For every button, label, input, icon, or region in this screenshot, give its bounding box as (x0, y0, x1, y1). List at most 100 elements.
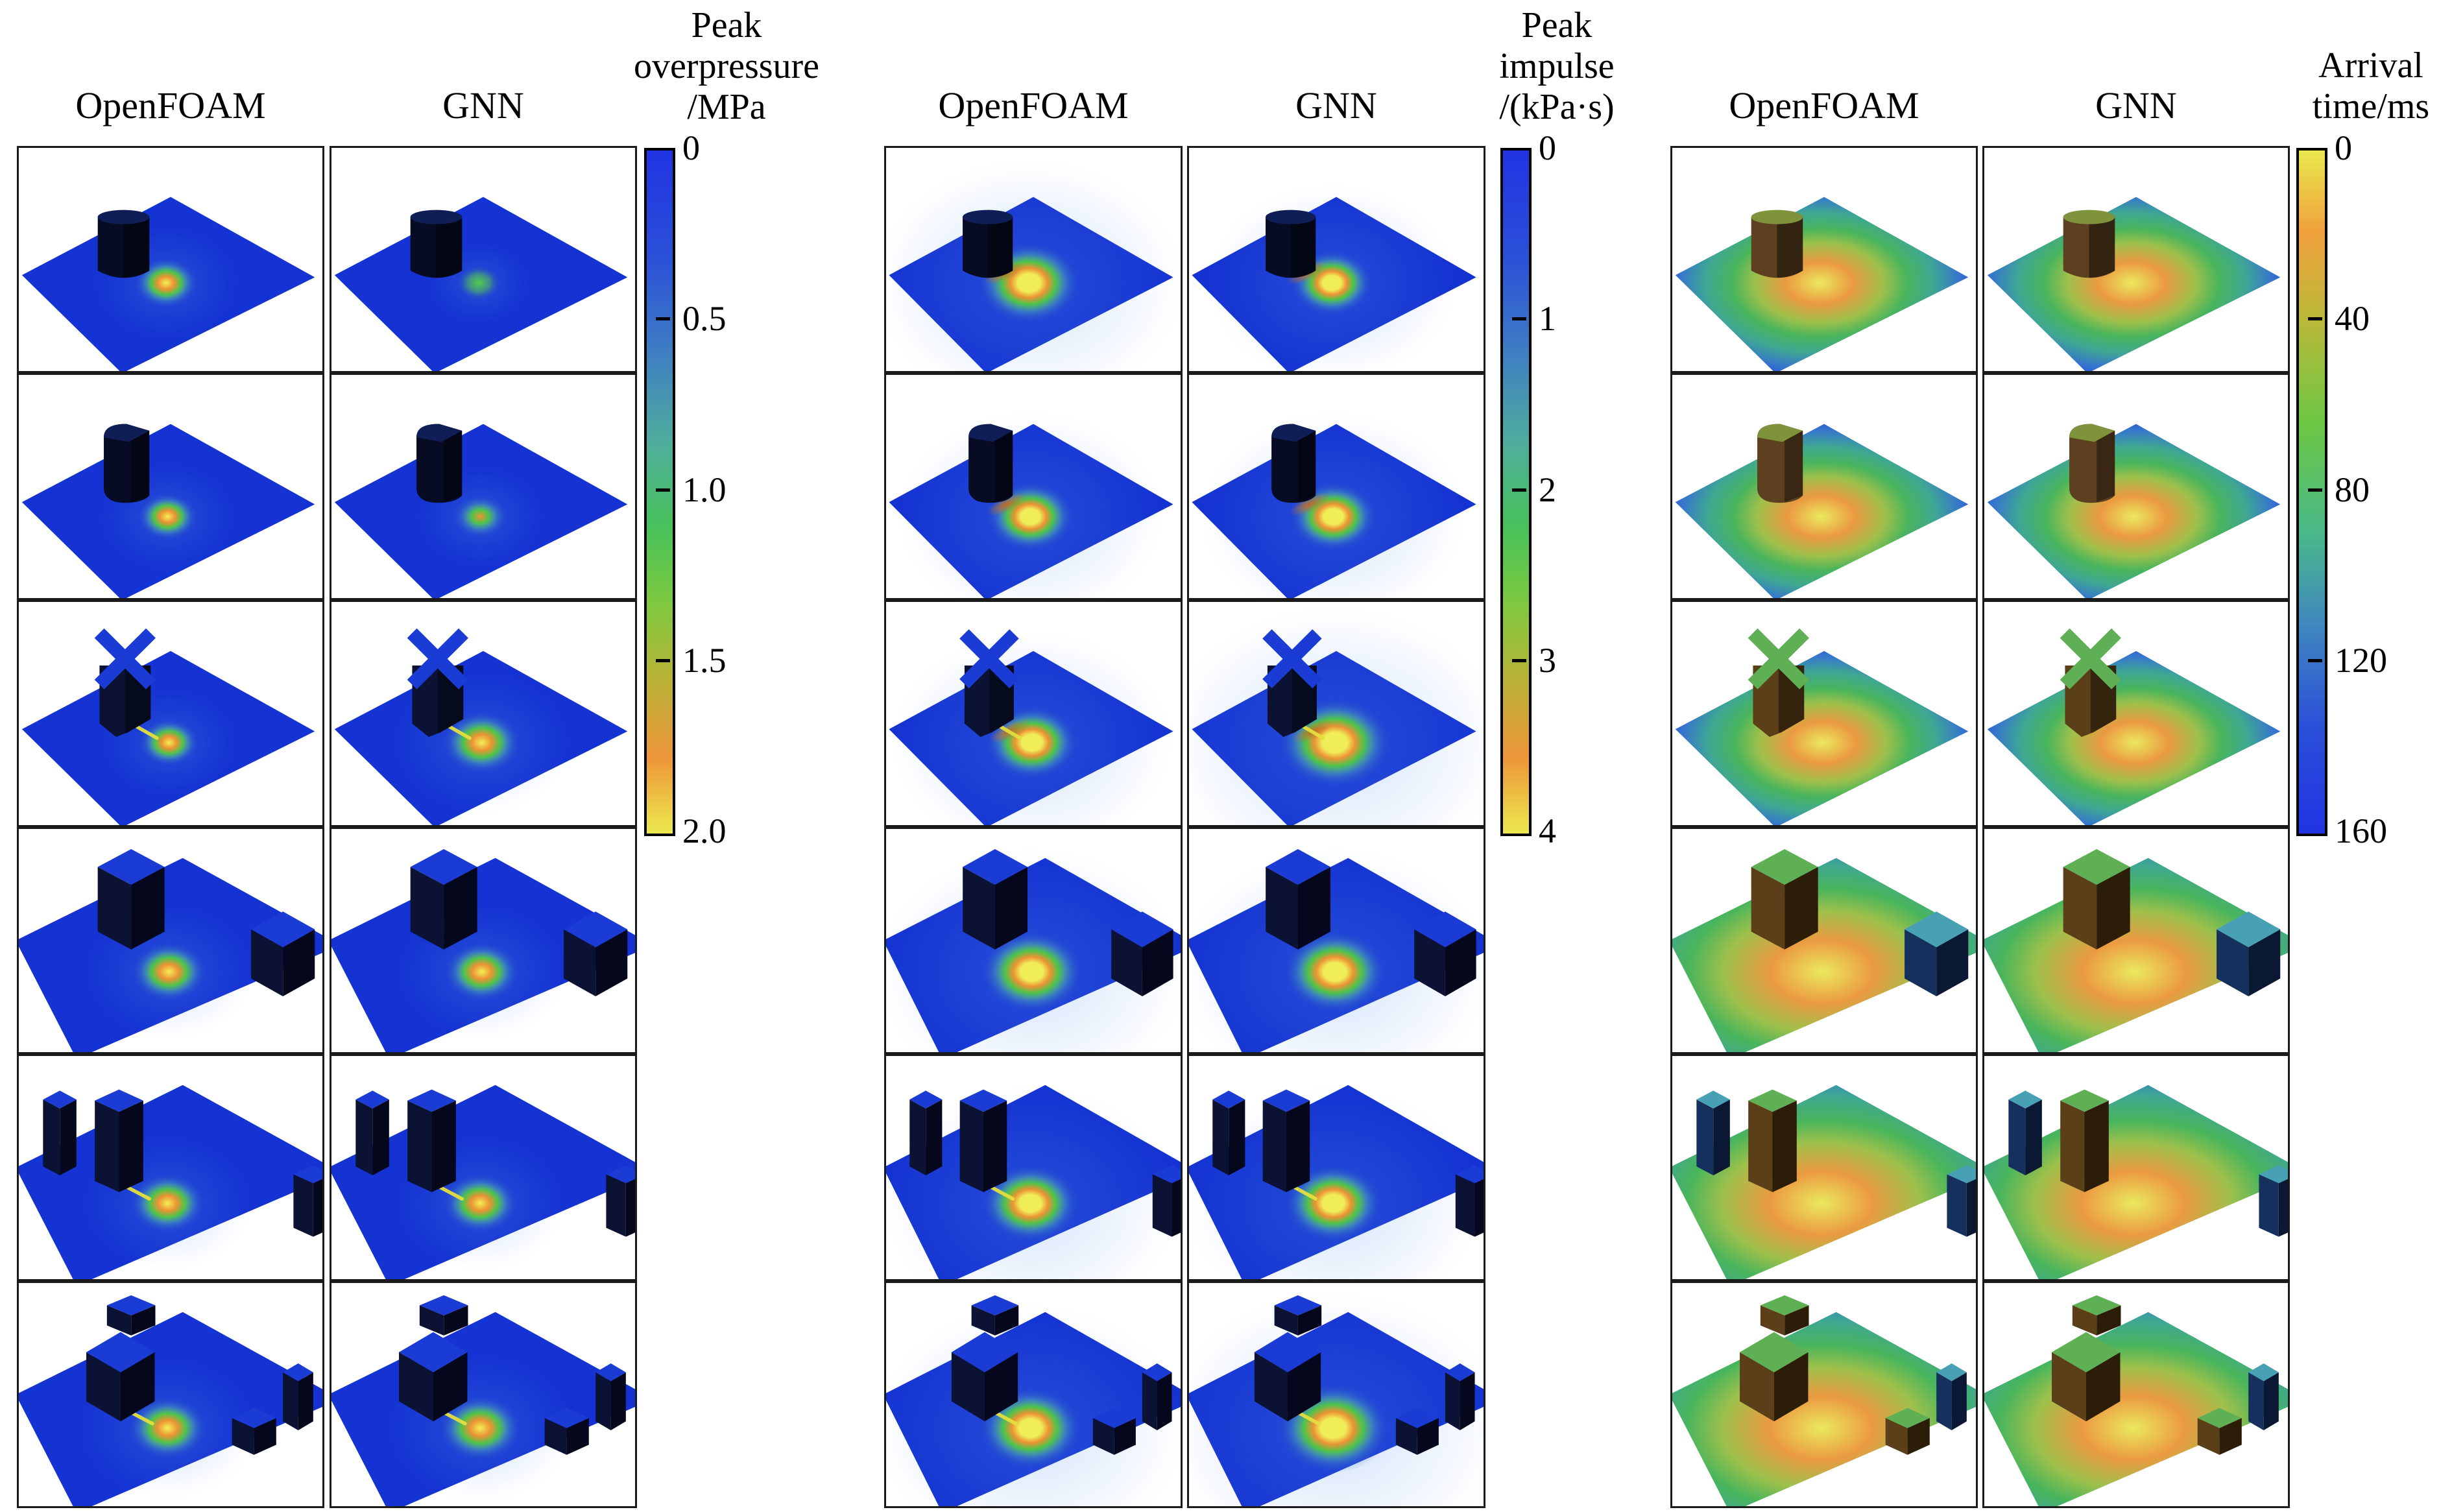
colorbar-tick-label: 0 (1539, 128, 1556, 167)
panel-impulse-openfoam-row4 (884, 827, 1183, 1054)
metric-label-impulse: Peak impulse /(kPa·s) (1447, 5, 1667, 128)
scene-cuboid-cluster (1984, 1295, 2288, 1506)
scene-two-cuboids (1984, 848, 2288, 1052)
panel-impulse-openfoam-row1 (884, 146, 1183, 373)
panel-impulse-gnn-row6 (1187, 1281, 1485, 1508)
panel-arrival-gnn-row6 (1982, 1281, 2290, 1508)
colorbar-overpressure (644, 148, 675, 836)
scene-three-pillars (1984, 1085, 2288, 1279)
colorbar-tickmark (656, 659, 670, 662)
colorbar-tickmark (1512, 488, 1526, 492)
colorbar-tickmark (656, 317, 670, 320)
scene-rounded-tower (21, 424, 315, 598)
scene-cross-building (889, 604, 1173, 825)
column-header-overpressure-openfoam: OpenFOAM (75, 84, 266, 126)
scene-rounded-tower (1987, 424, 2281, 598)
panel-impulse-gnn-row2 (1187, 373, 1485, 600)
colorbar-tick-label: 0.5 (682, 299, 727, 338)
colorbar-tick-label: 80 (2335, 470, 2370, 509)
scene-cuboid-cluster (1189, 1283, 1484, 1506)
scene-three-pillars (19, 1085, 322, 1279)
panel-arrival-gnn-row3 (1982, 600, 2290, 827)
scene-two-cuboids (886, 829, 1181, 1052)
colorbar-tick-label: 0 (682, 128, 700, 167)
scene-single-cylinder (21, 197, 315, 371)
panel-impulse-gnn-row5 (1187, 1054, 1485, 1281)
panel-arrival-openfoam-row6 (1670, 1281, 1978, 1508)
colorbar-tick-label: 0 (2335, 128, 2352, 167)
colorbar-tick-label: 160 (2335, 811, 2387, 850)
colorbar-tick-label: 4 (1539, 811, 1556, 850)
metric-label-line: Peak (691, 5, 762, 45)
panel-impulse-openfoam-row2 (884, 373, 1183, 600)
panel-overpressure-openfoam-row4 (17, 827, 324, 1054)
colorbar-arrival (2296, 148, 2327, 836)
colorbar-tick-label: 1.0 (682, 470, 727, 509)
metric-label-line: /MPa (687, 87, 766, 127)
panel-overpressure-gnn-row5 (330, 1054, 637, 1281)
scene-single-cylinder (1675, 197, 1969, 371)
panel-impulse-gnn-row3 (1187, 600, 1485, 827)
colorbar-tickmark (2308, 659, 2322, 662)
colorbar-tickmark (1512, 317, 1526, 320)
colorbar-tick-label: 40 (2335, 299, 2370, 338)
scene-cross-building (334, 628, 628, 825)
scene-two-cuboids (1189, 829, 1484, 1052)
metric-label-arrival: Arrival time/ms (2257, 45, 2452, 127)
panel-overpressure-gnn-row3 (330, 600, 637, 827)
scene-single-cylinder (334, 197, 628, 371)
colorbar-tickmark (2308, 317, 2322, 320)
colorbar-tick-label: 3 (1539, 641, 1556, 680)
metric-label-line: overpressure (633, 46, 820, 86)
colorbar-tick-label: 2 (1539, 470, 1556, 509)
panel-arrival-gnn-row5 (1982, 1054, 2290, 1281)
scene-cross-building (1675, 628, 1969, 825)
panel-impulse-gnn-row1 (1187, 146, 1485, 373)
scene-two-cuboids (1672, 848, 1976, 1052)
panel-impulse-openfoam-row6 (884, 1281, 1183, 1508)
colorbar-tick-label: 120 (2335, 641, 2387, 680)
metric-label-overpressure: Peak overpressure /MPa (616, 5, 837, 128)
scene-cuboid-cluster (331, 1295, 635, 1506)
scene-single-cylinder (1192, 160, 1476, 371)
panel-overpressure-gnn-row1 (330, 146, 637, 373)
scene-three-pillars (886, 1057, 1181, 1279)
panel-arrival-openfoam-row2 (1670, 373, 1978, 600)
colorbar-tick-label: 2.0 (682, 811, 727, 850)
scene-three-pillars (1672, 1085, 1976, 1279)
scene-rounded-tower (1192, 385, 1476, 598)
scene-cross-building (21, 628, 315, 825)
panel-overpressure-gnn-row4 (330, 827, 637, 1054)
scene-cuboid-cluster (886, 1283, 1181, 1506)
scene-cuboid-cluster (19, 1295, 322, 1506)
panel-overpressure-openfoam-row3 (17, 600, 324, 827)
panel-arrival-openfoam-row3 (1670, 600, 1978, 827)
scene-three-pillars (1189, 1057, 1484, 1279)
panel-overpressure-openfoam-row5 (17, 1054, 324, 1281)
scene-rounded-tower (1675, 424, 1969, 598)
scene-rounded-tower (889, 385, 1173, 598)
panel-impulse-openfoam-row5 (884, 1054, 1183, 1281)
colorbar-tickmark (2308, 488, 2322, 492)
scene-two-cuboids (19, 848, 322, 1052)
scene-single-cylinder (1987, 197, 2281, 371)
panel-impulse-openfoam-row3 (884, 600, 1183, 827)
column-header-impulse-openfoam: OpenFOAM (938, 84, 1129, 126)
panel-impulse-gnn-row4 (1187, 827, 1485, 1054)
scene-rounded-tower (334, 424, 628, 598)
panel-arrival-gnn-row2 (1982, 373, 2290, 600)
panel-arrival-openfoam-row5 (1670, 1054, 1978, 1281)
scene-single-cylinder (886, 148, 1181, 371)
column-header-impulse-gnn: GNN (1295, 84, 1377, 126)
colorbar-tickmark (656, 488, 670, 492)
panel-overpressure-gnn-row2 (330, 373, 637, 600)
colorbar-tick-label: 1.5 (682, 641, 727, 680)
scene-cuboid-cluster (1672, 1295, 1976, 1506)
column-header-overpressure-gnn: GNN (442, 84, 524, 126)
metric-label-line: Peak (1521, 5, 1593, 45)
panel-arrival-openfoam-row4 (1670, 827, 1978, 1054)
scene-cross-building (1987, 628, 2281, 825)
colorbar-impulse (1500, 148, 1532, 836)
column-header-arrival-openfoam: OpenFOAM (1729, 84, 1919, 126)
